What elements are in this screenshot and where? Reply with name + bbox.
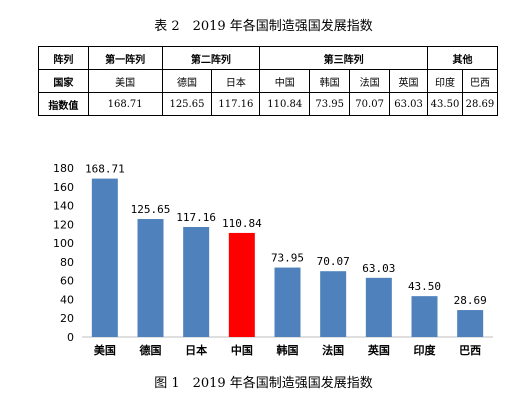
- row-label-country: 国家: [38, 69, 89, 93]
- country-cell: 韩国: [309, 69, 351, 93]
- category-label: 韩国: [277, 343, 299, 357]
- category-label: 德国: [139, 343, 162, 357]
- header-cell-tier: 阵列: [38, 46, 89, 70]
- y-tick-label: 60: [60, 275, 74, 288]
- data-label: 110.84: [222, 217, 262, 230]
- y-tick-label: 120: [53, 218, 74, 231]
- table-row-index: 指数值 168.71 125.65 117.16 110.84 73.95 70…: [38, 92, 499, 116]
- value-cell: 63.03: [389, 92, 429, 116]
- category-label: 法国: [322, 343, 344, 357]
- table-title: 表 2 2019 年各国制造强国发展指数: [154, 19, 373, 34]
- data-label: 125.65: [131, 203, 171, 216]
- data-label: 70.07: [317, 255, 350, 268]
- y-tick-label: 160: [53, 181, 74, 194]
- chart-labels: 168.71 美国 125.65 德国 117.16 日本 110.84 中国 73.95 韩国 7…: [85, 163, 487, 357]
- y-tick-label: 80: [60, 256, 74, 269]
- bar: [457, 310, 484, 337]
- bar: [183, 226, 210, 337]
- y-tick-label: 20: [60, 312, 74, 325]
- country-cell: 日本: [211, 69, 261, 93]
- data-label: 28.69: [454, 294, 487, 307]
- figure-caption: 图 1 2019 年各国制造强国发展指数: [154, 376, 373, 391]
- value-cell: 117.16: [211, 92, 261, 116]
- value-cell: 70.07: [349, 92, 391, 116]
- country-cell: 德国: [161, 69, 213, 93]
- data-label: 43.50: [408, 280, 441, 293]
- data-label: 117.16: [176, 211, 216, 224]
- bar: [91, 178, 118, 337]
- category-label: 中国: [231, 343, 253, 357]
- bar: [274, 267, 301, 337]
- y-tick-label: 180: [53, 162, 74, 175]
- bar: [365, 277, 392, 337]
- data-label: 63.03: [362, 262, 395, 275]
- data-label: 168.71: [85, 163, 125, 176]
- category-label: 巴西: [459, 344, 481, 357]
- country-cell: 英国: [389, 69, 429, 93]
- table-header-row: 阵列 第一阵列 第二阵列 第三阵列 其他: [38, 46, 498, 70]
- bar: [320, 271, 347, 337]
- value-cell: 125.65: [161, 92, 213, 116]
- row-label-index: 指数值: [38, 92, 89, 116]
- header-cell-first-tier: 第一阵列: [87, 46, 163, 70]
- bar: [411, 296, 438, 337]
- category-label: 日本: [185, 343, 207, 357]
- y-tick-label: 0: [67, 331, 74, 344]
- category-label: 美国: [94, 343, 116, 357]
- header-cell-second-tier: 第二阵列: [161, 46, 261, 70]
- chart-bars: [91, 178, 484, 337]
- y-tick-label: 40: [60, 293, 74, 306]
- country-cell: 巴西: [461, 69, 499, 93]
- category-label: 印度: [414, 343, 437, 357]
- category-label: 英国: [367, 343, 390, 357]
- y-tick-label: 100: [53, 237, 74, 250]
- ranking-table: 阵列 第一阵列 第二阵列 第三阵列 其他 国家 美国 德国 日本 中国 韩国 法…: [38, 46, 499, 116]
- bar: [137, 219, 164, 337]
- bar: [228, 232, 255, 337]
- y-tick-label: 140: [53, 200, 74, 213]
- value-cell: 28.69: [461, 92, 499, 116]
- value-cell: 110.84: [259, 92, 311, 116]
- country-cell: 中国: [259, 69, 311, 93]
- data-label: 73.95: [271, 252, 304, 265]
